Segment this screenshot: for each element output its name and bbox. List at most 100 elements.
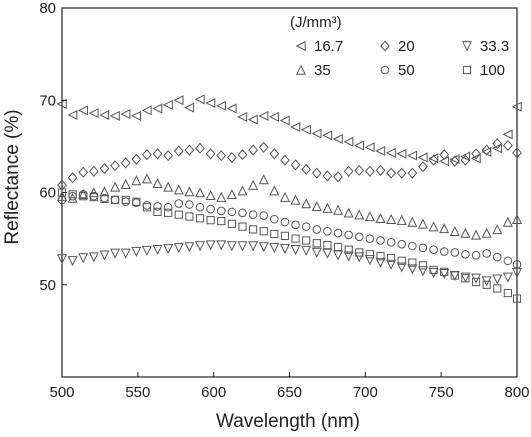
data-point bbox=[280, 217, 290, 227]
data-point bbox=[417, 152, 428, 163]
data-point bbox=[322, 202, 333, 213]
data-point bbox=[110, 195, 120, 205]
x-tick-label: 700 bbox=[353, 384, 378, 401]
data-point bbox=[439, 268, 450, 279]
legend-marker bbox=[380, 65, 390, 75]
data-point bbox=[492, 274, 503, 285]
data-point bbox=[215, 100, 226, 111]
data-point bbox=[376, 252, 385, 261]
data-point bbox=[141, 245, 152, 256]
data-point bbox=[130, 110, 142, 121]
data-point bbox=[194, 94, 205, 105]
data-point bbox=[397, 239, 407, 249]
data-point bbox=[460, 151, 471, 162]
legend: (J/mm³) 16.7 20 33.3 35 50 100 bbox=[290, 14, 509, 79]
data-point bbox=[258, 141, 269, 153]
data-point bbox=[258, 242, 269, 253]
data-point bbox=[491, 143, 502, 154]
data-series bbox=[56, 94, 523, 303]
data-point bbox=[407, 216, 418, 227]
data-point bbox=[333, 228, 343, 238]
data-point bbox=[333, 242, 343, 252]
data-point bbox=[227, 151, 237, 164]
data-point bbox=[311, 247, 322, 258]
data-point bbox=[429, 245, 438, 254]
data-point bbox=[408, 241, 417, 251]
data-point bbox=[440, 267, 449, 276]
legend-label: 100 bbox=[480, 62, 505, 79]
data-point bbox=[365, 250, 374, 259]
data-point bbox=[163, 244, 174, 255]
data-point bbox=[482, 249, 491, 258]
legend-marker bbox=[380, 40, 390, 52]
data-point bbox=[461, 274, 470, 283]
data-point bbox=[461, 250, 470, 259]
data-point bbox=[152, 244, 163, 256]
data-point bbox=[248, 210, 258, 219]
series-100 bbox=[57, 188, 522, 303]
data-point bbox=[206, 216, 215, 225]
data-point bbox=[512, 147, 522, 159]
data-point bbox=[492, 224, 503, 235]
data-point bbox=[78, 253, 89, 264]
data-point bbox=[300, 124, 311, 135]
legend-item-20: 20 bbox=[380, 38, 415, 55]
data-point bbox=[375, 145, 386, 156]
data-point bbox=[205, 189, 216, 200]
data-point bbox=[56, 98, 67, 109]
data-point bbox=[482, 280, 491, 289]
data-point bbox=[67, 256, 78, 267]
data-point bbox=[355, 248, 364, 257]
data-point bbox=[502, 272, 513, 283]
data-point bbox=[290, 121, 301, 133]
data-point bbox=[237, 241, 248, 252]
data-point bbox=[270, 229, 279, 239]
data-point bbox=[470, 153, 481, 164]
data-point bbox=[269, 111, 280, 122]
data-point bbox=[269, 148, 280, 160]
plot-frame-rect bbox=[61, 7, 518, 378]
data-point bbox=[184, 242, 195, 253]
data-point bbox=[67, 172, 78, 184]
data-point bbox=[471, 148, 481, 160]
data-point bbox=[375, 213, 386, 224]
data-point bbox=[354, 232, 364, 242]
legend-item-50: 50 bbox=[380, 62, 415, 79]
y-tick-label: 60 bbox=[39, 185, 56, 202]
data-point bbox=[217, 216, 226, 226]
data-point bbox=[110, 160, 120, 172]
data-point bbox=[141, 173, 152, 184]
data-point bbox=[396, 167, 407, 179]
data-point bbox=[68, 190, 77, 199]
data-point bbox=[511, 101, 522, 112]
data-point bbox=[173, 95, 184, 106]
x-tick-label: 650 bbox=[277, 384, 302, 401]
data-point bbox=[301, 198, 312, 209]
data-point bbox=[365, 234, 375, 243]
data-point bbox=[312, 225, 322, 234]
data-point bbox=[492, 138, 503, 150]
data-point bbox=[323, 240, 332, 250]
data-point bbox=[407, 264, 418, 275]
data-point bbox=[428, 154, 439, 166]
data-point bbox=[449, 270, 460, 281]
data-point bbox=[174, 199, 184, 208]
data-point bbox=[291, 234, 300, 243]
data-point bbox=[120, 178, 131, 189]
data-point bbox=[387, 253, 396, 263]
data-point bbox=[302, 236, 311, 245]
data-point bbox=[237, 185, 248, 196]
data-point bbox=[88, 252, 99, 263]
data-point bbox=[249, 225, 258, 234]
data-point bbox=[174, 210, 183, 219]
data-point bbox=[354, 209, 365, 220]
data-point bbox=[396, 148, 407, 159]
data-point bbox=[364, 142, 375, 153]
data-point bbox=[227, 219, 236, 228]
data-point bbox=[67, 110, 78, 121]
data-point bbox=[311, 201, 322, 212]
data-point bbox=[364, 255, 375, 266]
data-point bbox=[99, 250, 110, 261]
data-point bbox=[270, 214, 279, 224]
data-point bbox=[408, 258, 417, 267]
